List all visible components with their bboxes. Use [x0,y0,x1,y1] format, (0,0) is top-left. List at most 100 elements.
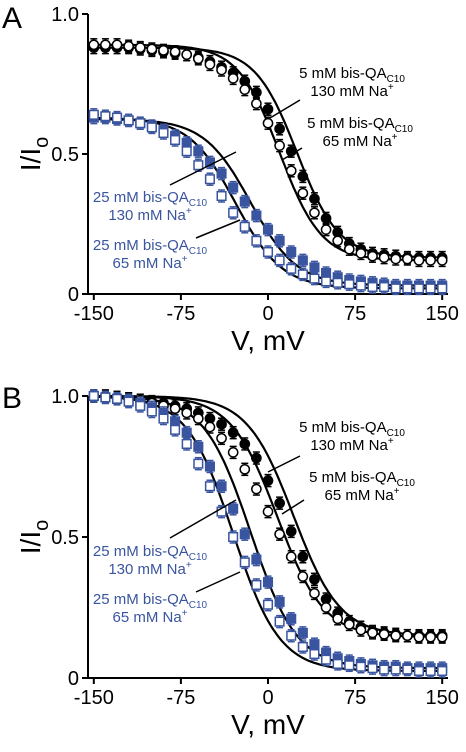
panel-letter: A [2,2,22,35]
data-point [321,654,332,665]
data-point [239,557,250,568]
y-tick-label: 0 [68,284,79,306]
data-point [332,658,343,669]
data-point [297,187,309,199]
data-point [204,421,216,433]
data-point [297,269,308,280]
data-point [158,45,169,56]
annotation-leader [169,499,237,539]
data-point [181,146,192,157]
data-point [425,283,436,294]
data-point [262,117,274,129]
data-point [286,246,297,258]
data-point [216,64,227,76]
data-point [309,273,320,284]
x-tick-label: 0 [262,687,273,709]
data-point [297,551,309,563]
data-point [274,616,285,627]
data-point [134,42,146,53]
data-point [262,599,274,610]
data-point [251,98,262,109]
data-point [239,84,251,95]
data-point [413,255,425,266]
data-point [262,506,274,517]
data-point [262,246,274,258]
data-point [320,602,332,613]
x-tick-label: -150 [74,687,114,709]
data-point [262,475,274,486]
data-point [251,210,262,221]
data-point [111,112,123,123]
data-point [402,253,413,265]
x-axis-title: V, mV [231,325,305,356]
data-point [88,390,99,402]
data-point [227,73,239,84]
data-point [309,573,320,585]
data-point [192,53,204,65]
data-point [158,127,169,139]
data-point [239,221,250,232]
data-point [181,407,193,419]
x-tick-label: 75 [344,303,366,325]
data-point [135,118,146,129]
data-point [274,235,285,246]
data-point [228,503,239,514]
y-axis-title: I/Io [15,520,53,554]
data-point [204,59,216,70]
annotation-label: 5 mM bis-QAC10 [299,419,405,439]
data-point [344,279,355,290]
data-point [239,463,251,475]
y-tick-label: 0.5 [51,527,79,549]
data-point [332,277,343,288]
y-tick-label: 0 [68,668,79,690]
data-point [379,664,390,675]
data-point [251,554,262,565]
data-point [297,571,309,582]
data-point [285,165,297,177]
data-point [343,243,355,255]
data-point [251,235,262,246]
data-point [355,248,367,259]
data-point [367,250,378,262]
data-point [402,630,413,642]
data-point [344,660,355,671]
annotation-label: 130 mM Na+ [108,206,192,224]
data-point [193,160,204,171]
annotation-label: 25 mM bis-QAC10 [93,189,208,209]
series-s2 [88,38,448,268]
data-point [88,109,99,120]
data-point [123,115,134,126]
annotation-label: 25 mM bis-QAC10 [93,237,208,257]
data-point [111,393,123,404]
data-point [390,664,401,675]
data-point [181,438,192,449]
data-point [274,528,285,540]
data-point [262,577,274,588]
data-point [309,207,320,219]
y-tick-label: 1.0 [51,4,79,26]
annotation-label: 130 mM Na+ [310,82,394,100]
annotation-leader [195,571,241,593]
data-point [251,579,262,590]
data-point [286,613,297,624]
data-point [367,627,378,639]
data-point [228,531,239,543]
y-axis-title: I/Io [15,137,53,171]
data-point [169,46,181,58]
data-point [88,39,100,51]
annotation-leader [195,219,241,239]
data-point [228,182,239,193]
data-point [170,134,181,146]
data-point [251,87,262,98]
data-point [309,588,320,599]
y-tick-label: 1.0 [51,386,79,408]
data-point [320,224,332,235]
data-point [425,665,436,677]
data-point [193,146,204,157]
data-point [436,255,448,266]
data-point [100,39,111,51]
data-point [228,207,239,218]
data-point [193,458,204,469]
y-tick-label: 0.5 [51,144,79,166]
